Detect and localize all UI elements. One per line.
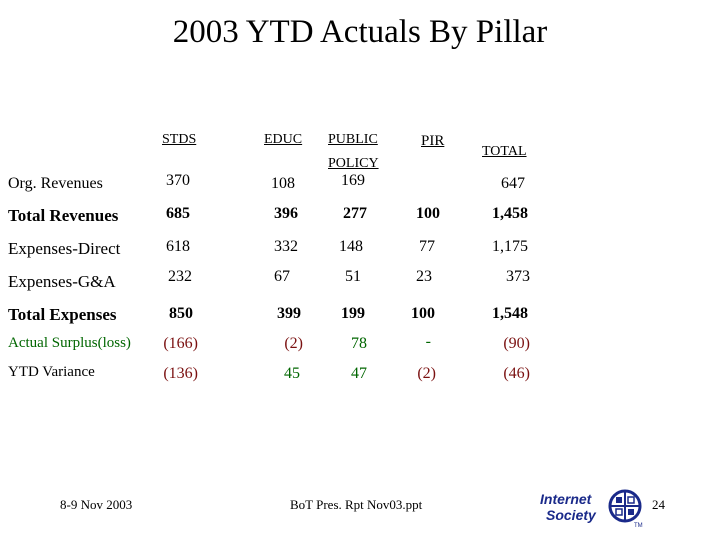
cell-org-revenues-public-policy: 169 — [341, 172, 365, 189]
cell-expenses-ga-stds: 232 — [168, 268, 192, 285]
cell-actual-surplus-educ: (2) — [284, 335, 303, 352]
cell-expenses-direct-pir: 77 — [419, 238, 435, 255]
cell-actual-surplus-pir: - — [425, 333, 431, 350]
cell-actual-surplus-public-policy: 78 — [351, 335, 367, 352]
cell-ytd-variance-stds: (136) — [163, 365, 198, 382]
cell-total-revenues-public-policy: 277 — [343, 205, 367, 222]
cell-expenses-direct-stds: 618 — [166, 238, 190, 255]
cell-expenses-direct-public-policy: 148 — [339, 238, 363, 255]
col-header-policy: POLICY — [328, 156, 379, 171]
cell-total-revenues-educ: 396 — [274, 205, 298, 222]
cell-actual-surplus-total: (90) — [503, 335, 530, 352]
col-header-total: TOTAL — [482, 144, 527, 159]
footer-report-name: BoT Pres. Rpt Nov03.ppt — [290, 497, 423, 512]
cell-expenses-direct-educ: 332 — [274, 238, 298, 255]
row-label-expenses-direct: Expenses-Direct — [8, 239, 121, 258]
cell-expenses-ga-public-policy: 51 — [345, 268, 361, 285]
footer-date: 8-9 Nov 2003 — [60, 497, 133, 512]
page-title: 2003 YTD Actuals By Pillar — [172, 14, 548, 50]
cell-total-expenses-pir: 100 — [411, 305, 435, 322]
cell-ytd-variance-public-policy: 47 — [351, 365, 367, 382]
row-label-expenses-ga: Expenses-G&A — [8, 272, 116, 291]
row-label-org-revenues: Org. Revenues — [8, 175, 103, 192]
svg-text:TM: TM — [634, 523, 643, 529]
col-header-public: PUBLIC — [328, 132, 378, 147]
row-label-total-revenues: Total Revenues — [8, 206, 119, 225]
col-header-pir: PIR — [421, 133, 445, 149]
cell-ytd-variance-total: (46) — [503, 365, 530, 382]
cell-total-expenses-public-policy: 199 — [341, 305, 365, 322]
svg-text:Internet: Internet — [540, 491, 593, 507]
cell-total-revenues-pir: 100 — [416, 205, 440, 222]
cell-actual-surplus-stds: (166) — [163, 335, 198, 352]
cell-org-revenues-total: 647 — [501, 175, 525, 192]
internet-society-logo: Internet Society TM — [538, 484, 650, 530]
svg-text:Society: Society — [546, 507, 597, 523]
col-header-stds: STDS — [162, 132, 197, 147]
cell-expenses-ga-pir: 23 — [416, 268, 432, 285]
cell-expenses-ga-total: 373 — [506, 268, 530, 285]
cell-total-expenses-stds: 850 — [169, 305, 193, 322]
row-label-total-expenses: Total Expenses — [8, 305, 117, 324]
cell-expenses-direct-total: 1,175 — [492, 238, 528, 255]
cell-ytd-variance-pir: (2) — [417, 365, 436, 382]
cell-org-revenues-educ: 108 — [271, 175, 295, 192]
cell-org-revenues-stds: 370 — [166, 172, 190, 189]
cell-total-revenues-stds: 685 — [166, 205, 190, 222]
cell-ytd-variance-educ: 45 — [284, 365, 300, 382]
row-label-ytd-variance: YTD Variance — [8, 364, 95, 380]
page-number: 24 — [652, 497, 665, 512]
row-label-actual-surplus: Actual Surplus(loss) — [8, 335, 131, 351]
cell-total-expenses-total: 1,548 — [492, 305, 528, 322]
cell-total-expenses-educ: 399 — [277, 305, 301, 322]
cell-total-revenues-total: 1,458 — [492, 205, 528, 222]
cell-expenses-ga-educ: 67 — [274, 268, 290, 285]
col-header-educ: EDUC — [264, 132, 303, 147]
